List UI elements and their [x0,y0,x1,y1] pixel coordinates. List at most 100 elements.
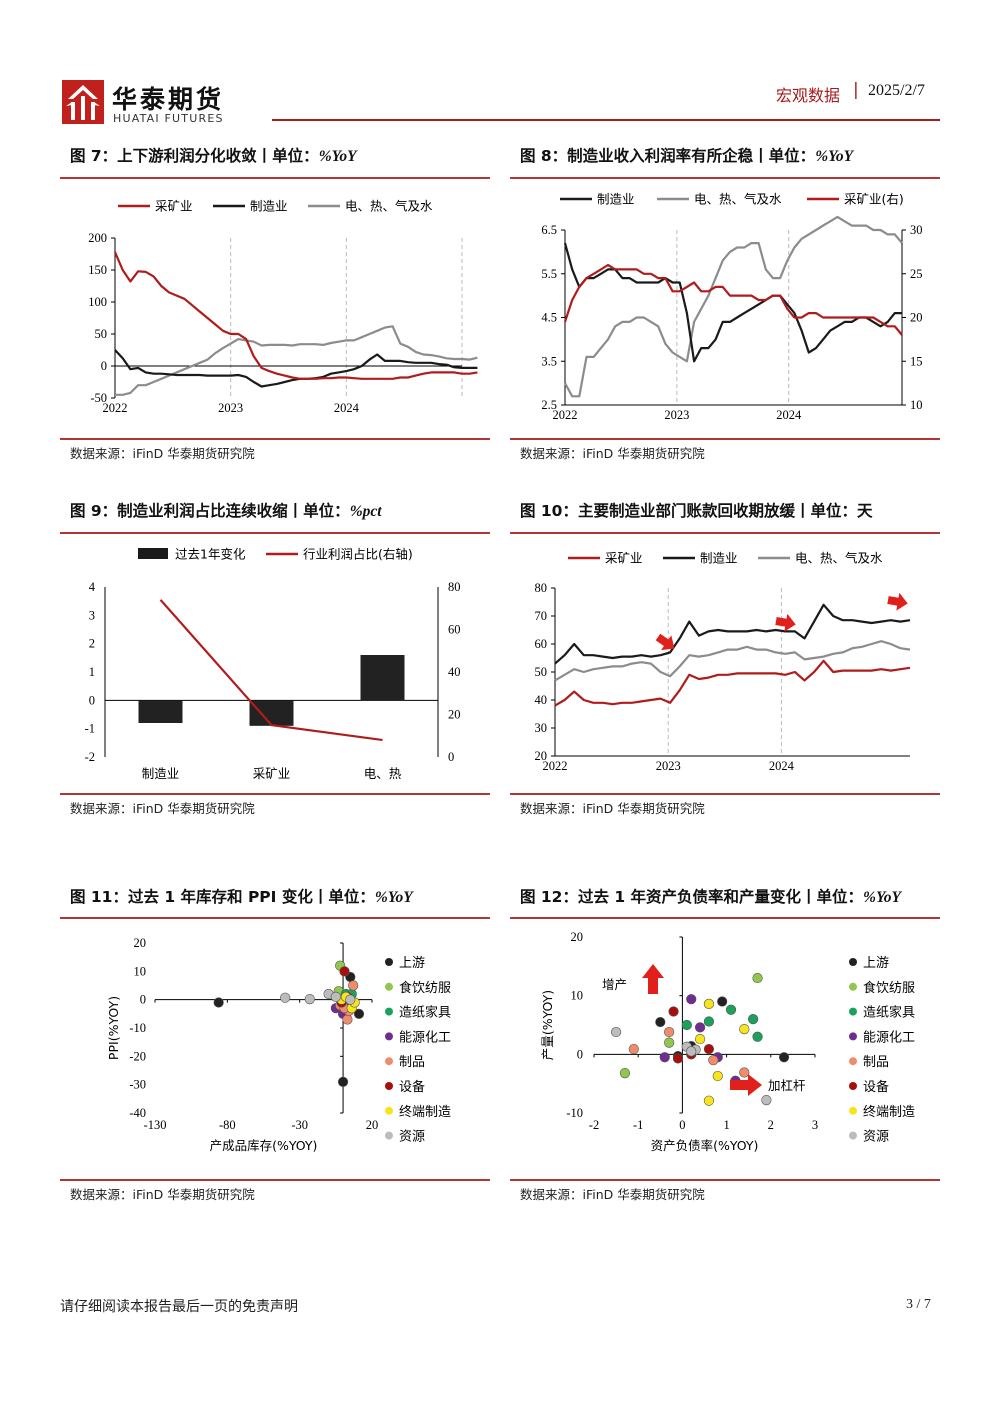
y-tick-label: 150 [88,263,107,277]
legend-marker [849,1057,857,1066]
figure-11-bottom-rule [60,1179,490,1181]
y-tick-label: 50 [535,665,548,679]
scatter-point [694,1033,706,1045]
y-tick-label: 1 [89,665,95,679]
y-axis-label: 产量(%YOY) [540,990,555,1060]
x-tick-label: -80 [219,1118,236,1132]
y-tick-label: 4 [89,580,96,594]
chart-figure-12: -2 -1 0 1 2 3-1001020资产负债率(%YOY)产量(%YOY)上游食饮纺… [540,930,915,1153]
scatter-point [712,1070,723,1082]
y-axis-label: PPI(%YOY) [106,996,121,1060]
scatter-point [672,1053,684,1064]
series-line-2 [563,263,903,336]
legend-label: 食饮纺服 [399,980,451,996]
brand-name-cn: 华泰期货 [112,85,225,114]
legend-marker [849,1032,857,1041]
legend-marker [385,1032,393,1041]
legend-marker [385,1106,393,1115]
y-tick-label: 60 [535,637,548,651]
x-axis-label: 产成品库存(%YOY) [210,1138,318,1153]
y-tick-label: -50 [90,391,107,405]
scatter-point [664,1037,675,1048]
scatter-point [739,1024,750,1035]
footer-page-number: 3 / 7 [906,1297,931,1312]
legend-marker [849,982,857,991]
figure-9-top-rule [60,532,490,534]
series-line-0 [113,251,478,380]
scatter-point [659,1052,670,1063]
figure-11-title: 图 11：过去 1 年库存和 PPI 变化丨单位：%YoY [70,888,413,906]
y-tick-label: 30 [535,721,548,735]
figure-10-bottom-rule [510,793,940,795]
chart-figure-11: -130 -80 -30 20 -40 -30 -20 -10 0 10 20 产成品库存(%YOY)… [106,936,451,1153]
x-tick-label: -2 [589,1118,599,1132]
series-line-share [159,599,383,742]
legend-label: 制造业 [250,199,288,214]
arrow-icon [655,633,675,651]
legend-label: 过去1年变化 [175,547,246,562]
x-tick-label: 2022 [103,401,128,415]
legend-marker [849,1082,857,1090]
x-tick-label: 3 [812,1118,818,1132]
series-line-0 [563,242,902,363]
legend-label: 制造业 [597,192,635,207]
scatter-point [619,1068,631,1079]
legend-label: 电、热、气及水 [345,199,433,214]
legend-marker [385,982,393,991]
legend-label: 制品 [863,1055,889,1070]
x-tick-label: 2024 [334,401,360,415]
scatter-point [345,994,356,1005]
y-tick-label: -40 [129,1106,146,1120]
legend-label: 上游 [399,956,425,971]
arrow-icon [887,592,908,611]
legend-marker [385,1057,393,1066]
y-tick-label: 10 [134,964,147,978]
y-tick-label: 200 [88,231,107,245]
figure-12-title: 图 12：过去 1 年资产负债率和产量变化丨单位：%YoY [520,888,901,906]
series-line-2 [115,325,478,396]
y-tick-label-right: 40 [448,665,461,679]
x-axis-label: 资产负债率(%YOY) [651,1138,759,1153]
scatter-point [681,1019,692,1031]
legend-marker [385,1082,393,1090]
figure-7-bottom-rule [60,438,490,440]
legend-label: 采矿业 [605,551,643,566]
scatter-point [664,1026,675,1038]
x-tick-label: -1 [633,1118,643,1132]
x-tick-label: -30 [291,1118,308,1132]
arrow-right-icon [730,1074,762,1096]
legend-label: 电、热、气及水 [694,192,782,207]
legend-marker [849,1106,857,1115]
y-tick-label-right: 60 [448,623,461,637]
figure-11-source: 数据来源：iFinD 华泰期货研究院 [70,1187,255,1202]
y-tick-label: 0 [89,693,95,707]
legend-label: 制品 [399,1055,425,1070]
scatter-point [708,1055,719,1066]
bar-2 [360,655,405,701]
figure-7-title: 图 7：上下游利润分化收敛丨单位：%YoY [70,147,357,165]
y-tick-label: 0 [577,1047,583,1061]
y-tick-label-right: 80 [448,580,461,594]
chart-figure-8: 2022 2023 2024 2.5 3.5 4.5 5.5 6.5 10 15 20 25 30 制造业… [541,192,922,423]
y-tick-label: 80 [535,581,548,595]
y-tick-label: 6.5 [541,223,557,237]
y-tick-label: 40 [535,693,548,707]
y-tick-label: -20 [129,1049,146,1063]
arrow-icon [775,613,796,632]
legend-label: 采矿业 [155,199,193,214]
legend-swatch [138,548,168,559]
scatter-point [610,1026,622,1038]
legend-label: 终端制造 [399,1104,451,1120]
scatter-point [703,1016,715,1027]
y-tick-label: 2 [89,637,95,651]
series-line-1 [564,215,903,398]
series-line-1 [114,349,478,388]
figure-7-top-rule [60,177,490,179]
legend-label: 上游 [863,956,889,971]
scatter-point [213,997,224,1008]
x-tick-label: 2 [768,1118,774,1132]
y-tick-label-right: 20 [448,708,461,722]
legend-label: 电、热、气及水 [795,551,883,566]
footer-disclaimer: 请仔细阅读本报告最后一页的免责声明 [60,1299,298,1315]
y-tick-label: 70 [535,609,548,623]
